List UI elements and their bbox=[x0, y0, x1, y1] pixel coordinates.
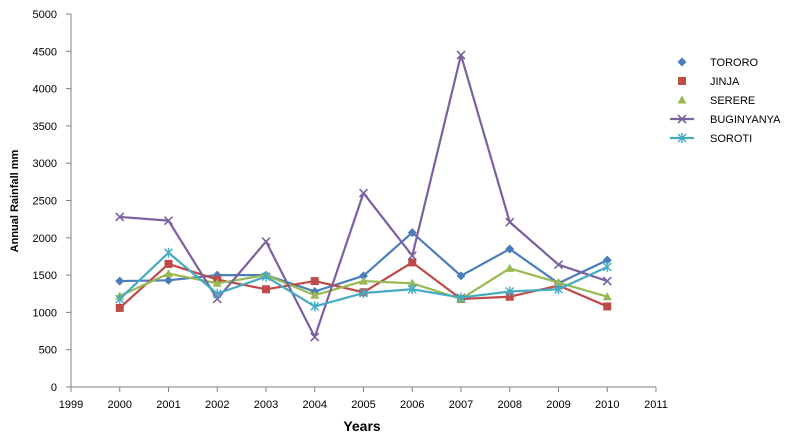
data-point-serere bbox=[164, 269, 173, 278]
x-tick-label: 2002 bbox=[205, 399, 229, 411]
data-point-buginyanya bbox=[163, 216, 174, 226]
data-point-serere bbox=[310, 290, 320, 299]
data-point-soroti bbox=[115, 293, 125, 304]
x-tick-label: 2011 bbox=[644, 399, 668, 411]
x-tick-label: 2001 bbox=[156, 399, 180, 411]
x-tick-label: 2008 bbox=[498, 399, 522, 411]
data-point-buginyanya bbox=[261, 236, 271, 247]
data-point-soroti bbox=[456, 292, 466, 303]
data-point-buginyanya bbox=[310, 332, 320, 342]
series-buginyanya bbox=[115, 50, 612, 342]
y-tick-label: 3500 bbox=[33, 121, 57, 133]
series-soroti bbox=[115, 247, 612, 312]
x-tick-label: 2003 bbox=[254, 399, 278, 411]
x-tick-label: 2000 bbox=[108, 399, 132, 411]
x-tick-labels: 1999 2000 2001 2002 2003 2004 2005 2006 2007 2008… bbox=[59, 399, 668, 411]
data-point-serere bbox=[554, 278, 563, 287]
data-point-buginyanya bbox=[602, 276, 612, 286]
legend-item-tororo: TORORO bbox=[677, 57, 759, 69]
y-tick-label: 3000 bbox=[33, 158, 57, 170]
legend-item-buginyanya: BUGINYANYA bbox=[670, 114, 781, 126]
legend-label-soroti: SOROTI bbox=[710, 133, 752, 145]
data-point-serere bbox=[407, 278, 417, 287]
data-point-tororo bbox=[359, 271, 368, 281]
data-point-buginyanya bbox=[456, 50, 466, 60]
data-point-buginyanya bbox=[505, 217, 515, 227]
data-point-soroti bbox=[212, 288, 222, 299]
x-tick-label: 2007 bbox=[449, 399, 473, 411]
data-point-soroti bbox=[310, 301, 320, 312]
y-tick-label: 500 bbox=[39, 345, 57, 357]
legend-marker-soroti bbox=[677, 133, 687, 143]
data-point-buginyanya bbox=[407, 251, 417, 261]
chart-axes bbox=[66, 13, 657, 392]
data-point-tororo bbox=[164, 275, 173, 285]
data-point-serere bbox=[359, 276, 368, 285]
legend-marker-jinja bbox=[678, 77, 686, 85]
legend-marker-tororo bbox=[677, 57, 687, 67]
data-point-jinja bbox=[505, 292, 514, 301]
y-tick-label: 4500 bbox=[33, 46, 57, 58]
y-tick-label: 0 bbox=[51, 382, 57, 394]
legend-label-jinja: JINJA bbox=[710, 76, 740, 88]
data-point-soroti bbox=[359, 288, 368, 299]
data-point-buginyanya bbox=[553, 260, 564, 270]
y-tick-label: 1500 bbox=[33, 270, 57, 282]
y-tick-label: 1000 bbox=[33, 307, 57, 319]
data-point-tororo bbox=[115, 276, 125, 286]
legend-label-serere: SERERE bbox=[710, 95, 755, 107]
data-point-tororo bbox=[456, 271, 466, 281]
data-point-serere bbox=[212, 278, 222, 287]
data-point-jinja bbox=[408, 258, 417, 267]
x-tick-label: 2005 bbox=[351, 399, 375, 411]
x-tick-label: 2004 bbox=[303, 399, 327, 411]
data-point-soroti bbox=[164, 247, 173, 258]
data-point-serere bbox=[602, 292, 612, 301]
data-point-buginyanya bbox=[115, 212, 125, 222]
series-line-jinja bbox=[119, 261, 608, 309]
data-point-soroti bbox=[261, 271, 271, 282]
data-point-jinja bbox=[164, 259, 173, 268]
data-point-soroti bbox=[505, 286, 515, 297]
chart-legend: TORORO JINJA SERERE BUGINYANYA SOROTI bbox=[670, 57, 781, 145]
data-point-buginyanya bbox=[358, 188, 369, 198]
y-tick-label: 2000 bbox=[33, 233, 57, 245]
data-point-tororo bbox=[602, 255, 612, 265]
x-axis-title: Years bbox=[343, 418, 381, 434]
data-point-jinja bbox=[310, 277, 319, 286]
series-tororo bbox=[115, 228, 612, 297]
data-point-jinja bbox=[115, 303, 124, 312]
data-point-soroti bbox=[554, 284, 563, 295]
data-point-soroti bbox=[407, 284, 417, 295]
y-tick-label: 2500 bbox=[33, 196, 57, 208]
legend-label-tororo: TORORO bbox=[710, 57, 759, 69]
legend-item-jinja: JINJA bbox=[678, 76, 740, 88]
series-jinja bbox=[115, 258, 612, 312]
y-axis-title: Annual Rainfall mm bbox=[9, 149, 21, 252]
data-point-tororo bbox=[407, 228, 417, 238]
y-tick-label: 5000 bbox=[33, 9, 57, 21]
legend-marker-serere bbox=[677, 95, 687, 104]
chart-series bbox=[115, 50, 612, 342]
legend-item-soroti: SOROTI bbox=[670, 133, 752, 145]
x-tick-label: 2010 bbox=[595, 399, 619, 411]
x-tick-label: 1999 bbox=[59, 399, 83, 411]
data-point-jinja bbox=[262, 285, 270, 294]
y-tick-labels: 0 500 1000 1500 2000 2500 3000 3500 4000 4500 5000 bbox=[33, 9, 57, 394]
data-point-soroti bbox=[602, 261, 612, 272]
y-tick-label: 4000 bbox=[33, 84, 57, 96]
data-point-jinja bbox=[603, 302, 612, 311]
x-tick-label: 2009 bbox=[546, 399, 570, 411]
legend-marker-buginyanya bbox=[677, 114, 687, 124]
x-tick-label: 2006 bbox=[400, 399, 424, 411]
legend-label-buginyanya: BUGINYANYA bbox=[710, 114, 781, 126]
legend-item-serere: SERERE bbox=[677, 95, 755, 107]
data-point-serere bbox=[505, 263, 515, 272]
data-point-tororo bbox=[505, 244, 515, 254]
